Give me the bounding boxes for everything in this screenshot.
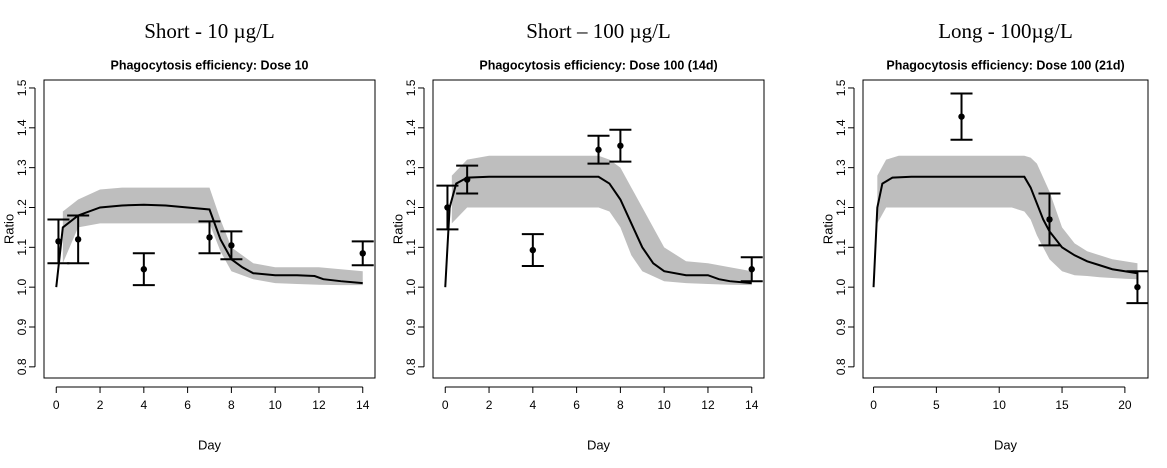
x-tick-label: 12	[312, 398, 326, 412]
x-tick-label: 12	[701, 398, 715, 412]
y-axis-label: Ratio	[390, 214, 405, 244]
x-tick-label: 14	[745, 398, 759, 412]
x-tick-label: 0	[870, 398, 877, 412]
y-tick-label: 0.8	[404, 358, 418, 375]
y-tick-label: 1.4	[15, 119, 29, 136]
data-point	[617, 142, 624, 149]
y-tick-label: 1.1	[15, 239, 29, 256]
x-axis-label: Day	[587, 437, 611, 452]
x-tick-label: 4	[140, 398, 147, 412]
y-tick-label: 1.3	[15, 159, 29, 176]
x-tick-label: 10	[657, 398, 671, 412]
data-point	[359, 250, 366, 257]
x-tick-label: 10	[268, 398, 282, 412]
x-tick-label: 15	[1055, 398, 1069, 412]
y-tick-label: 1.2	[404, 199, 418, 216]
y-tick-label: 0.9	[15, 318, 29, 335]
data-point	[74, 236, 82, 243]
y-tick-label: 0.9	[834, 318, 848, 335]
confidence-band	[451, 155, 752, 286]
x-tick-label: 20	[1118, 398, 1132, 412]
y-tick-label: 1.2	[15, 199, 29, 216]
y-tick-label: 1.4	[834, 119, 848, 136]
x-tick-label: 6	[184, 398, 191, 412]
data-point	[206, 234, 213, 241]
data-point	[1134, 283, 1141, 291]
panel-title: Phagocytosis efficiency: Dose 10	[111, 58, 309, 72]
data-point	[529, 246, 537, 254]
x-axis-label: Day	[994, 437, 1018, 452]
x-axis-label: Day	[198, 437, 222, 452]
data-point	[748, 266, 755, 273]
panel-heading: Short - 10 µg/L	[144, 19, 275, 43]
plot-frame	[862, 79, 1149, 379]
y-tick-label: 0.8	[834, 358, 848, 375]
model-line	[444, 175, 752, 288]
data-point	[463, 176, 471, 183]
y-tick-label: 1.3	[834, 159, 848, 176]
y-tick-label: 1.1	[834, 239, 848, 256]
y-tick-label: 0.8	[15, 358, 29, 375]
x-tick-label: 14	[356, 398, 370, 412]
confidence-band	[62, 187, 363, 286]
data-point	[55, 238, 62, 245]
y-tick-label: 1.3	[404, 159, 418, 176]
panel: Short – 100 µg/L Phagocytosis efficiency:…	[390, 19, 765, 452]
model-line	[55, 203, 363, 288]
y-tick-label: 0.9	[404, 318, 418, 335]
x-tick-label: 5	[933, 398, 940, 412]
x-tick-label: 2	[486, 398, 493, 412]
data-point	[958, 113, 965, 120]
data-point	[444, 204, 451, 211]
data-point	[1046, 216, 1053, 223]
y-tick-label: 1.5	[834, 79, 848, 96]
panel-heading: Short – 100 µg/L	[526, 19, 671, 43]
x-tick-label: 0	[53, 398, 60, 412]
y-tick-label: 1.5	[404, 79, 418, 96]
x-tick-label: 8	[617, 398, 624, 412]
x-tick-label: 2	[97, 398, 104, 412]
data-point	[228, 242, 235, 249]
data-point	[595, 146, 602, 153]
x-tick-label: 0	[442, 398, 449, 412]
y-axis-label: Ratio	[1, 214, 16, 244]
model-line	[872, 175, 1138, 288]
data-point	[140, 266, 148, 273]
panel: Short - 10 µg/L Phagocytosis efficiency: …	[1, 19, 376, 452]
panel-title: Phagocytosis efficiency: Dose 100 (14d)	[479, 58, 717, 72]
confidence-band	[877, 155, 1138, 280]
panel-title: Phagocytosis efficiency: Dose 100 (21d)	[886, 58, 1124, 72]
y-tick-label: 1.0	[404, 279, 418, 296]
plot-frame	[43, 79, 376, 379]
y-tick-label: 1.0	[15, 279, 29, 296]
y-tick-label: 1.5	[15, 79, 29, 96]
x-tick-label: 8	[228, 398, 235, 412]
y-tick-label: 1.4	[404, 119, 418, 136]
panel-heading: Long - 100µg/L	[938, 19, 1073, 43]
y-axis-label: Ratio	[820, 214, 835, 244]
y-tick-label: 1.0	[834, 279, 848, 296]
panel: Long - 100µg/L Phagocytosis efficiency: D…	[820, 19, 1149, 452]
x-tick-label: 10	[993, 398, 1007, 412]
plot-frame	[432, 79, 765, 379]
y-tick-label: 1.2	[834, 199, 848, 216]
y-tick-label: 1.1	[404, 239, 418, 256]
x-tick-label: 4	[529, 398, 536, 412]
x-tick-label: 6	[573, 398, 580, 412]
